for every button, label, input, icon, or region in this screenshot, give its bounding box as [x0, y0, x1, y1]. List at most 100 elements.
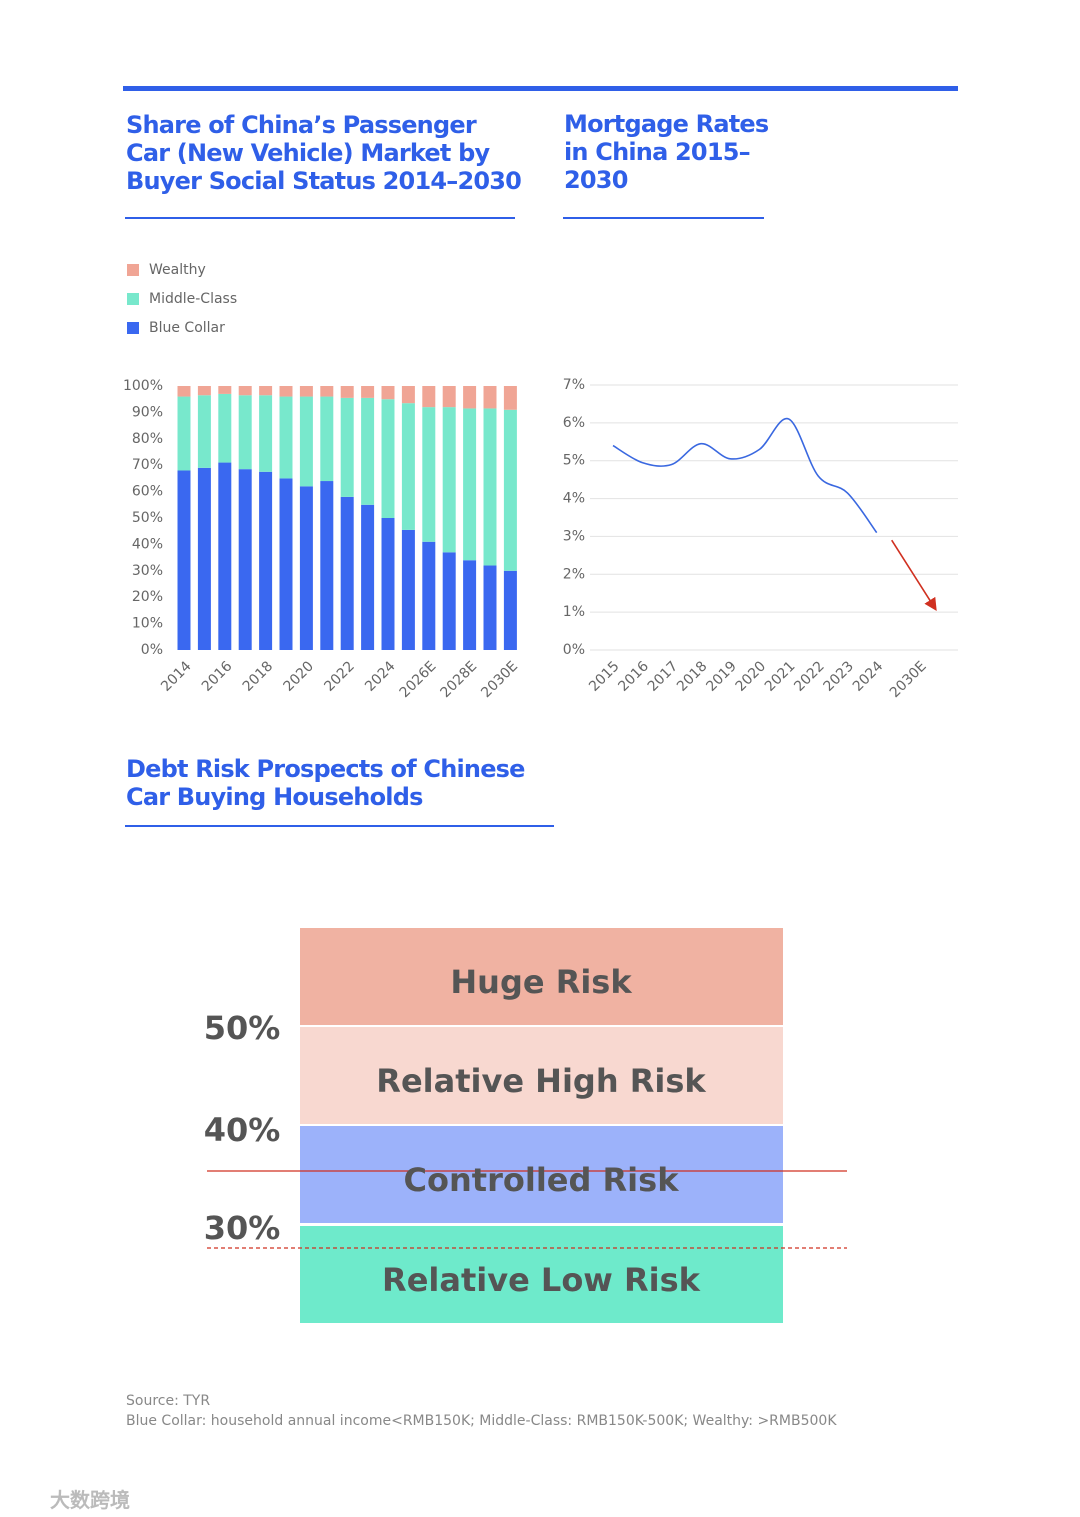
- x-tick-label: 2019: [703, 658, 740, 695]
- bar-segment: [177, 386, 191, 397]
- x-tick-label: 2021: [762, 658, 799, 695]
- x-tick-label: 2022: [791, 658, 828, 695]
- risk-label: Huge Risk: [450, 963, 632, 1001]
- x-tick-label: 2016: [199, 658, 236, 695]
- bar-segment: [279, 396, 293, 479]
- bar-segment: [361, 386, 375, 398]
- line: [612, 418, 878, 534]
- threshold-label: 40%: [204, 1111, 281, 1149]
- bar-segment: [483, 565, 497, 650]
- x-tick-label: 2018: [674, 658, 711, 695]
- bar-segment: [259, 471, 273, 650]
- y-tick-label: 2%: [563, 566, 585, 582]
- x-tick-label: 2023: [821, 658, 858, 695]
- bar-segment: [401, 386, 415, 404]
- legend-label: Middle-Class: [149, 291, 237, 307]
- bar-segment: [422, 541, 436, 650]
- bar-segment: [279, 386, 293, 397]
- bar-segment: [299, 386, 313, 397]
- bar-segment: [361, 504, 375, 650]
- y-tick-label: 20%: [132, 589, 163, 605]
- bar-segment: [463, 408, 477, 561]
- bar-segment: [381, 399, 395, 518]
- y-tick-label: 6%: [563, 415, 585, 431]
- x-tick-label: 2024: [850, 658, 887, 695]
- bar-segment: [422, 386, 436, 408]
- bar-segment: [238, 395, 252, 470]
- bar-segment: [320, 481, 334, 650]
- top-rule: [123, 86, 958, 91]
- bar-segment: [197, 386, 211, 396]
- risk-band: [300, 1126, 783, 1223]
- y-tick-label: 1%: [563, 604, 585, 620]
- y-tick-label: 90%: [132, 404, 163, 420]
- bar-segment: [197, 395, 211, 468]
- diagram-title: Debt Risk Prospects of Chinese Car Buyin…: [126, 755, 525, 811]
- bar-segment: [299, 396, 313, 487]
- x-tick-label: 2026E: [397, 658, 440, 701]
- risk-label: Controlled Risk: [404, 1161, 680, 1199]
- bar-segment: [401, 403, 415, 530]
- bar-segment: [218, 462, 232, 650]
- y-tick-label: 30%: [132, 563, 163, 579]
- x-tick-label: 2018: [240, 658, 277, 695]
- y-tick-label: 40%: [132, 536, 163, 552]
- bar-segment: [238, 386, 252, 396]
- note: Blue Collar: household annual income<RMB…: [126, 1413, 837, 1429]
- bar-segment: [381, 518, 395, 650]
- bar-segment: [463, 560, 477, 650]
- title-rule: [563, 217, 764, 219]
- chart-title: Share of China’s Passenger Car (New Vehi…: [126, 111, 522, 195]
- y-tick-label: 7%: [563, 377, 585, 393]
- bar-segment: [442, 552, 456, 650]
- risk-label: Relative Low Risk: [382, 1261, 701, 1299]
- bar-segment: [483, 408, 497, 566]
- bar-segment: [279, 478, 293, 650]
- bar-segment: [503, 386, 517, 410]
- forecast-arrow: [891, 539, 937, 612]
- bar-segment: [218, 393, 232, 463]
- bar-segment: [320, 396, 334, 482]
- risk-band: [300, 1226, 783, 1323]
- bar-segment: [401, 529, 415, 650]
- y-tick-label: 60%: [132, 484, 163, 500]
- x-tick-label: 2017: [645, 658, 682, 695]
- y-tick-label: 0%: [141, 642, 163, 658]
- risk-band: [300, 1027, 783, 1124]
- threshold-label: 50%: [204, 1009, 281, 1047]
- watermark: 大数跨境: [50, 1488, 130, 1512]
- bar-segment: [442, 407, 456, 553]
- x-tick-label: 2020: [733, 658, 770, 695]
- bar-segment: [381, 386, 395, 400]
- legend-swatch: [127, 322, 139, 334]
- bar-segment: [503, 570, 517, 650]
- legend-label: Blue Collar: [149, 320, 225, 336]
- y-tick-label: 80%: [132, 431, 163, 447]
- legend-label: Wealthy: [149, 262, 206, 278]
- x-tick-label: 2022: [321, 658, 358, 695]
- x-tick-label: 2030E: [887, 658, 930, 701]
- bar-segment: [259, 395, 273, 472]
- bar-segment: [299, 486, 313, 650]
- x-tick-label: 2024: [362, 658, 399, 695]
- bar-segment: [463, 386, 477, 409]
- bar-segment: [442, 386, 456, 408]
- y-tick-label: 3%: [563, 528, 585, 544]
- x-tick-label: 2020: [281, 658, 318, 695]
- threshold-label: 30%: [204, 1209, 281, 1247]
- bar-segment: [259, 386, 273, 396]
- bar-segment: [197, 467, 211, 650]
- bar-segment: [483, 386, 497, 409]
- bar-segment: [218, 386, 232, 394]
- bar-segment: [422, 407, 436, 542]
- bar-segment: [177, 470, 191, 650]
- y-tick-label: 10%: [132, 616, 163, 632]
- bar-segment: [238, 469, 252, 650]
- bar-segment: [177, 396, 191, 471]
- bar-segment: [340, 397, 354, 497]
- y-tick-label: 100%: [123, 378, 163, 394]
- x-tick-label: 2015: [586, 658, 623, 695]
- x-tick-label: 2014: [158, 658, 195, 695]
